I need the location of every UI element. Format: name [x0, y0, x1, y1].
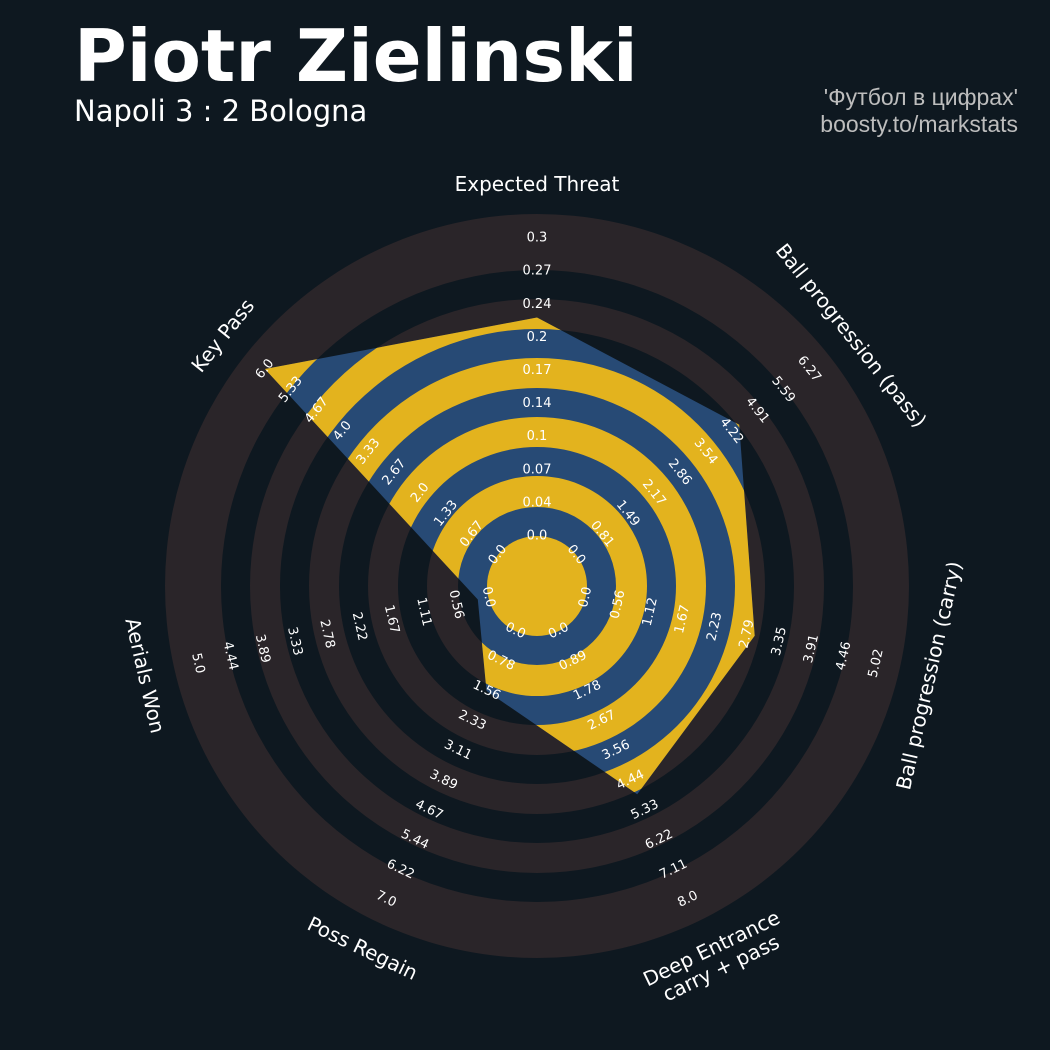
tick-label-axis-6-9: 5.0 — [188, 652, 207, 676]
axis-label-6-line-1: Aerials Won — [120, 616, 170, 736]
tick-label-axis-1-4: 0.14 — [523, 396, 552, 411]
polygon-highlight-bands — [264, 317, 755, 795]
tick-label-axis-1-7: 0.24 — [523, 297, 552, 312]
tick-label-axis-6-3: 1.67 — [381, 603, 402, 635]
tick-label-axis-1-2: 0.07 — [523, 462, 552, 477]
tick-label-axis-6-6: 3.33 — [284, 626, 305, 658]
tick-label-axis-1-8: 0.27 — [523, 264, 552, 279]
tick-label-axis-1-3: 0.1 — [527, 429, 548, 444]
tick-label-axis-3-8: 4.46 — [833, 640, 854, 672]
tick-label-axis-6-8: 4.44 — [220, 640, 241, 672]
tick-label-axis-1-6: 0.2 — [527, 330, 548, 345]
tick-label-axis-6-4: 2.22 — [349, 611, 370, 643]
axis-label-6: Aerials Won — [120, 616, 170, 736]
tick-label-axis-6-5: 2.78 — [316, 618, 337, 650]
match-subtitle: Napoli 3 : 2 Bologna — [74, 94, 368, 128]
tick-label-axis-3-1: 0.56 — [607, 589, 628, 621]
credit-url: boosty.to/markstats — [820, 111, 1018, 137]
tick-label-axis-3-2: 1.12 — [640, 596, 661, 628]
tick-label-axis-6-2: 1.11 — [413, 596, 434, 628]
tick-label-axis-3-0: 0.0 — [576, 585, 595, 609]
tick-label-axis-3-7: 3.91 — [801, 633, 822, 665]
tick-label-axis-6-7: 3.89 — [252, 633, 273, 665]
tick-label-axis-3-9: 5.02 — [866, 648, 887, 680]
tick-label-axis-3-4: 2.23 — [704, 611, 725, 643]
tick-label-axis-1-1: 0.04 — [523, 495, 552, 510]
credit-name: 'Футбол в цифрах' — [823, 84, 1018, 110]
polygon-center-disc — [487, 536, 587, 636]
tick-label-axis-5-4: 3.11 — [442, 737, 475, 763]
tick-label-axis-6-1: 0.56 — [445, 589, 466, 621]
tick-label-axis-6-0: 0.0 — [479, 585, 498, 609]
axis-label-1-line-1: Expected Threat — [455, 172, 620, 196]
page-title: Piotr Zielinski — [74, 14, 638, 98]
tick-label-axis-1-9: 0.3 — [527, 231, 548, 246]
tick-label-axis-3-5: 2.79 — [737, 618, 758, 650]
axis-label-1: Expected Threat — [455, 172, 620, 196]
tick-label-axis-1-0: 0.0 — [527, 529, 548, 544]
tick-label-axis-1-5: 0.17 — [523, 363, 552, 378]
tick-label-axis-3-6: 3.35 — [769, 626, 790, 658]
tick-label-axis-3-3: 1.67 — [672, 603, 693, 635]
